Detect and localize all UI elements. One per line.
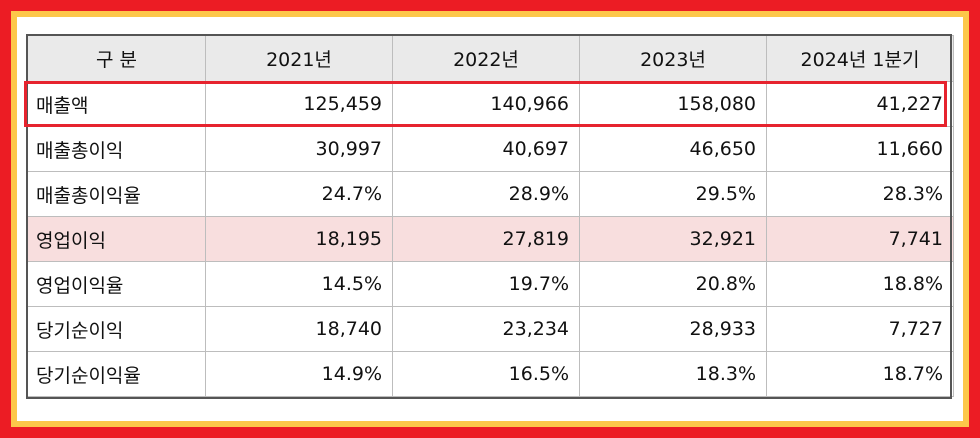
- table-row: 영업이익율 14.5% 19.7% 20.8% 18.8%: [27, 261, 954, 307]
- table-cell: 7,727: [766, 306, 954, 352]
- table-cell: 46,650: [579, 126, 767, 172]
- table-cell: 24.7%: [205, 171, 393, 217]
- financial-table: 구 분 2021년 2022년 2023년 2024년 1분기 매출액 125,…: [27, 35, 954, 397]
- table-row: 당기순이익 18,740 23,234 28,933 7,727: [27, 306, 954, 352]
- row-label: 당기순이익: [27, 306, 206, 352]
- header-row: 구 분 2021년 2022년 2023년 2024년 1분기: [27, 35, 954, 82]
- row-label: 매출총이익: [27, 126, 206, 172]
- table-cell: 140,966: [392, 81, 580, 127]
- table-cell: 18,740: [205, 306, 393, 352]
- header-2021: 2021년: [205, 35, 393, 82]
- table-cell: 27,819: [392, 216, 580, 262]
- table-cell: 40,697: [392, 126, 580, 172]
- row-label: 영업이익율: [27, 261, 206, 307]
- row-label: 매출액: [27, 81, 206, 127]
- row-label: 당기순이익율: [27, 351, 206, 397]
- table-cell: 14.9%: [205, 351, 393, 397]
- table-cell: 41,227: [766, 81, 954, 127]
- table-cell: 18,195: [205, 216, 393, 262]
- table-row: 당기순이익율 14.9% 16.5% 18.3% 18.7%: [27, 351, 954, 397]
- header-2022: 2022년: [392, 35, 580, 82]
- header-2023: 2023년: [579, 35, 767, 82]
- table-row: 매출액 125,459 140,966 158,080 41,227: [27, 81, 954, 127]
- table-cell: 19.7%: [392, 261, 580, 307]
- table-cell: 11,660: [766, 126, 954, 172]
- header-2024-q1: 2024년 1분기: [766, 35, 954, 82]
- table-cell: 28.9%: [392, 171, 580, 217]
- table-cell: 16.5%: [392, 351, 580, 397]
- table-cell: 28,933: [579, 306, 767, 352]
- table-cell: 29.5%: [579, 171, 767, 217]
- table-row: 매출총이익 30,997 40,697 46,650 11,660: [27, 126, 954, 172]
- table-cell: 7,741: [766, 216, 954, 262]
- table-cell: 28.3%: [766, 171, 954, 217]
- header-category: 구 분: [27, 35, 206, 82]
- table-cell: 14.5%: [205, 261, 393, 307]
- table-cell: 125,459: [205, 81, 393, 127]
- table-cell: 30,997: [205, 126, 393, 172]
- row-label: 매출총이익율: [27, 171, 206, 217]
- table-cell: 18.3%: [579, 351, 767, 397]
- table-cell: 23,234: [392, 306, 580, 352]
- table-row-highlighted: 영업이익 18,195 27,819 32,921 7,741: [27, 216, 954, 262]
- table-cell: 18.7%: [766, 351, 954, 397]
- table-cell: 18.8%: [766, 261, 954, 307]
- row-label: 영업이익: [27, 216, 206, 262]
- table-row: 매출총이익율 24.7% 28.9% 29.5% 28.3%: [27, 171, 954, 217]
- table-cell: 158,080: [579, 81, 767, 127]
- table-cell: 32,921: [579, 216, 767, 262]
- table-cell: 20.8%: [579, 261, 767, 307]
